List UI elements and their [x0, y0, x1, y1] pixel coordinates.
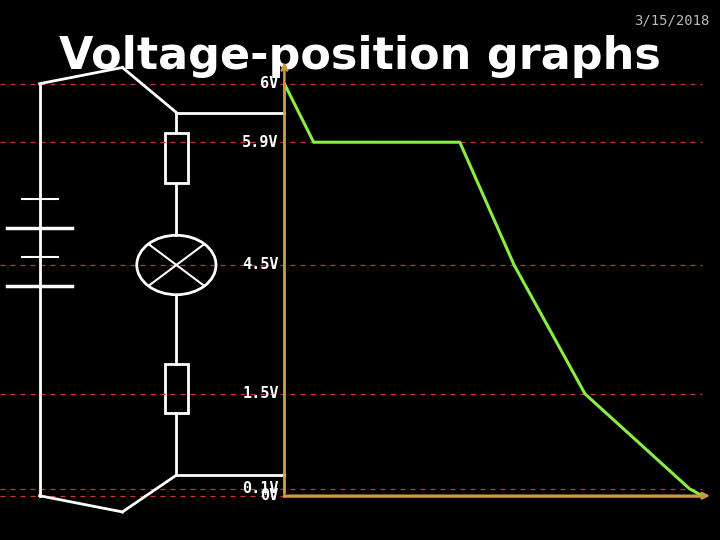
Text: 5.9V: 5.9V [242, 134, 279, 150]
Bar [165, 364, 188, 413]
Text: 0V: 0V [261, 488, 279, 503]
Text: Voltage-position graphs: Voltage-position graphs [59, 35, 661, 78]
Text: 4.5V: 4.5V [242, 258, 279, 273]
Text: 6V: 6V [261, 76, 279, 91]
Bar [165, 133, 188, 183]
Text: 0.1V: 0.1V [242, 481, 279, 496]
Text: 3/15/2018: 3/15/2018 [634, 14, 709, 28]
Text: 1.5V: 1.5V [242, 387, 279, 401]
